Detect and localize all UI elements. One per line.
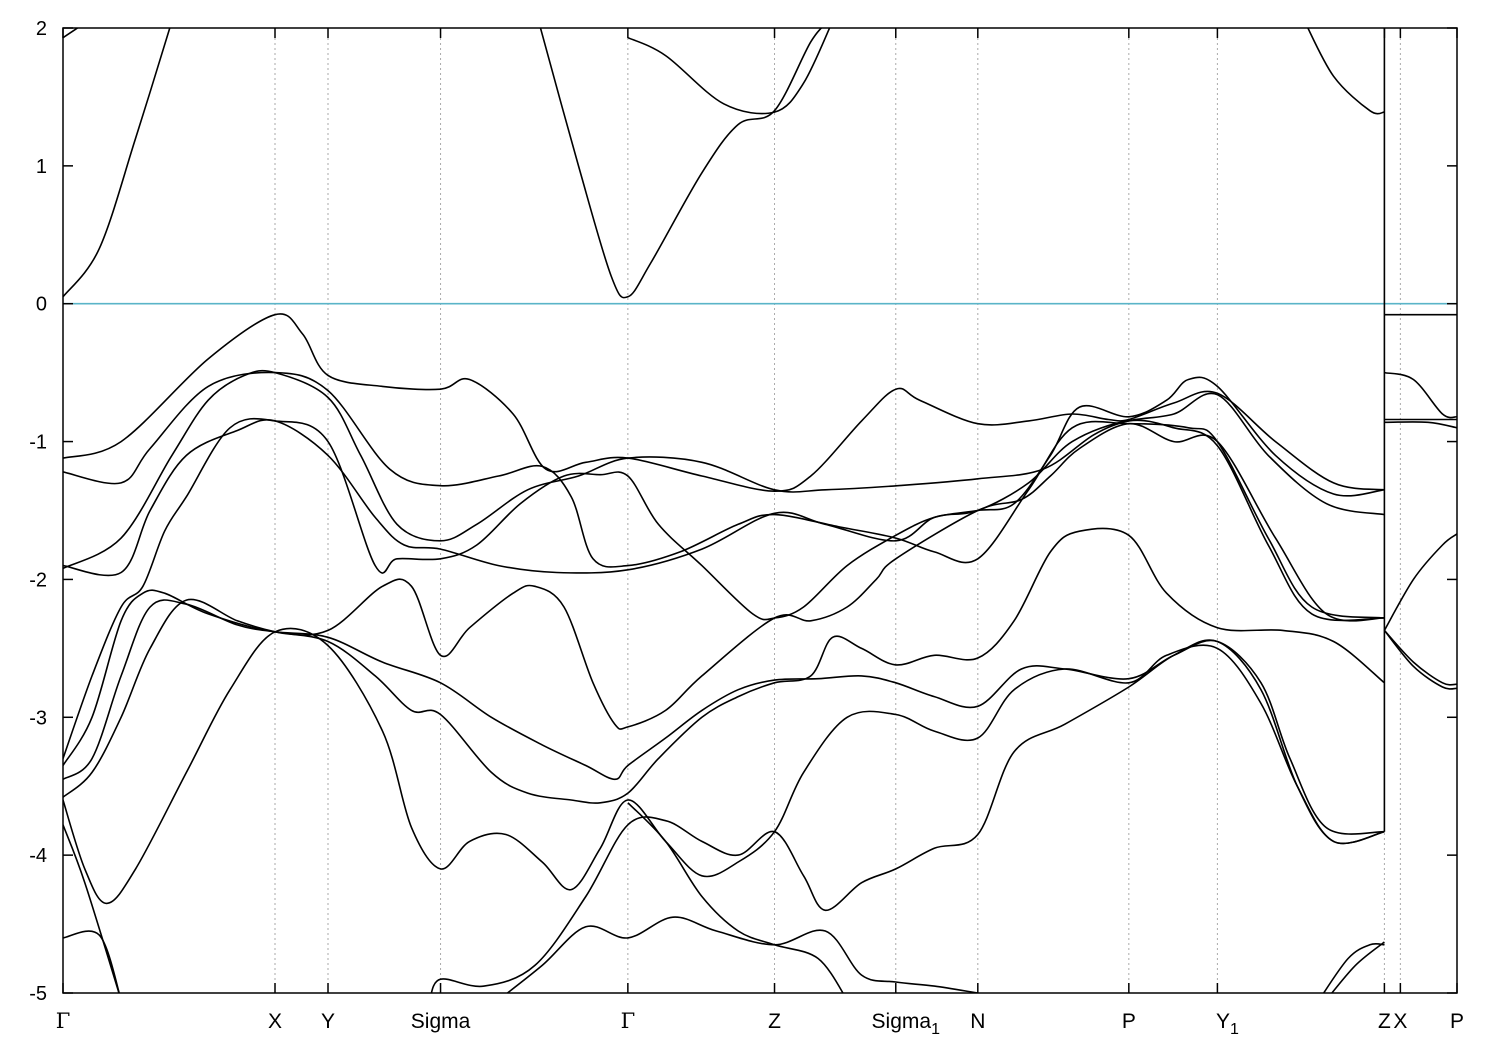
band-line xyxy=(1384,421,1457,429)
band-line xyxy=(627,802,844,993)
y-tick-label: 2 xyxy=(36,18,47,40)
band-line xyxy=(63,371,1385,619)
band-line xyxy=(63,28,171,298)
k-point-label: Z xyxy=(1378,1010,1391,1033)
k-point-label: P xyxy=(1450,1010,1464,1033)
band-line xyxy=(63,419,1385,622)
band-line xyxy=(1330,941,1385,993)
band-line xyxy=(1307,28,1385,115)
y-tick-label: -5 xyxy=(29,983,47,1005)
k-point-label: X xyxy=(1393,1010,1407,1033)
k-point-label: Γ xyxy=(621,1009,636,1033)
k-point-subscript: 1 xyxy=(1230,1021,1239,1038)
y-tick-label: 0 xyxy=(36,294,47,316)
k-point-label: Γ xyxy=(56,1009,71,1033)
k-point-label: X xyxy=(268,1010,282,1033)
band-line xyxy=(1322,942,1385,993)
k-point-label: P xyxy=(1122,1010,1136,1033)
band-line xyxy=(1383,533,1457,631)
y-tick-label: -1 xyxy=(29,432,47,454)
k-point-subscript: 1 xyxy=(931,1021,940,1038)
band-line xyxy=(1384,371,1457,419)
band-line xyxy=(539,28,823,299)
k-point-label: Z xyxy=(768,1010,781,1033)
y-axis-ticks: 2 1 0 -1 -2 -3 -4 -5 xyxy=(29,18,1457,1005)
y-tick-label: -2 xyxy=(29,569,47,591)
band-line xyxy=(63,422,1385,766)
band-line xyxy=(63,824,120,993)
y-tick-label: 1 xyxy=(36,156,47,178)
band-lines xyxy=(63,28,1457,993)
band-line xyxy=(63,313,1385,493)
band-line xyxy=(63,527,1385,804)
plot-frame xyxy=(62,27,1458,994)
band-line xyxy=(63,376,1385,759)
y-tick-label: -4 xyxy=(29,845,47,867)
band-line xyxy=(1383,629,1457,686)
band-line xyxy=(1383,629,1457,690)
k-point-label: Y xyxy=(321,1010,335,1033)
band-line xyxy=(627,28,831,115)
band-line xyxy=(506,916,978,993)
band-line xyxy=(430,639,1385,993)
k-point-label: N xyxy=(970,1010,985,1033)
k-point-label: Sigma xyxy=(411,1010,471,1033)
y-tick-label: -3 xyxy=(29,707,47,729)
